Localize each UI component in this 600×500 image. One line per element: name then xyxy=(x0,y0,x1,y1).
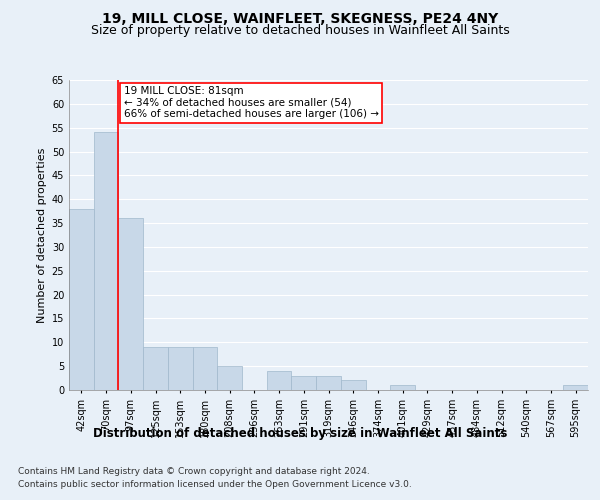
Bar xyxy=(168,347,193,390)
Bar xyxy=(292,376,316,390)
Text: Contains public sector information licensed under the Open Government Licence v3: Contains public sector information licen… xyxy=(18,480,412,489)
Bar xyxy=(563,385,588,390)
Bar xyxy=(390,385,415,390)
Bar xyxy=(341,380,365,390)
Text: Contains HM Land Registry data © Crown copyright and database right 2024.: Contains HM Land Registry data © Crown c… xyxy=(18,468,370,476)
Y-axis label: Number of detached properties: Number of detached properties xyxy=(37,148,47,322)
Text: Size of property relative to detached houses in Wainfleet All Saints: Size of property relative to detached ho… xyxy=(91,24,509,37)
Text: Distribution of detached houses by size in Wainfleet All Saints: Distribution of detached houses by size … xyxy=(93,428,507,440)
Text: 19 MILL CLOSE: 81sqm
← 34% of detached houses are smaller (54)
66% of semi-detac: 19 MILL CLOSE: 81sqm ← 34% of detached h… xyxy=(124,86,379,120)
Bar xyxy=(69,209,94,390)
Bar xyxy=(217,366,242,390)
Text: 19, MILL CLOSE, WAINFLEET, SKEGNESS, PE24 4NY: 19, MILL CLOSE, WAINFLEET, SKEGNESS, PE2… xyxy=(102,12,498,26)
Bar xyxy=(316,376,341,390)
Bar xyxy=(94,132,118,390)
Bar xyxy=(143,347,168,390)
Bar xyxy=(193,347,217,390)
Bar xyxy=(118,218,143,390)
Bar xyxy=(267,371,292,390)
